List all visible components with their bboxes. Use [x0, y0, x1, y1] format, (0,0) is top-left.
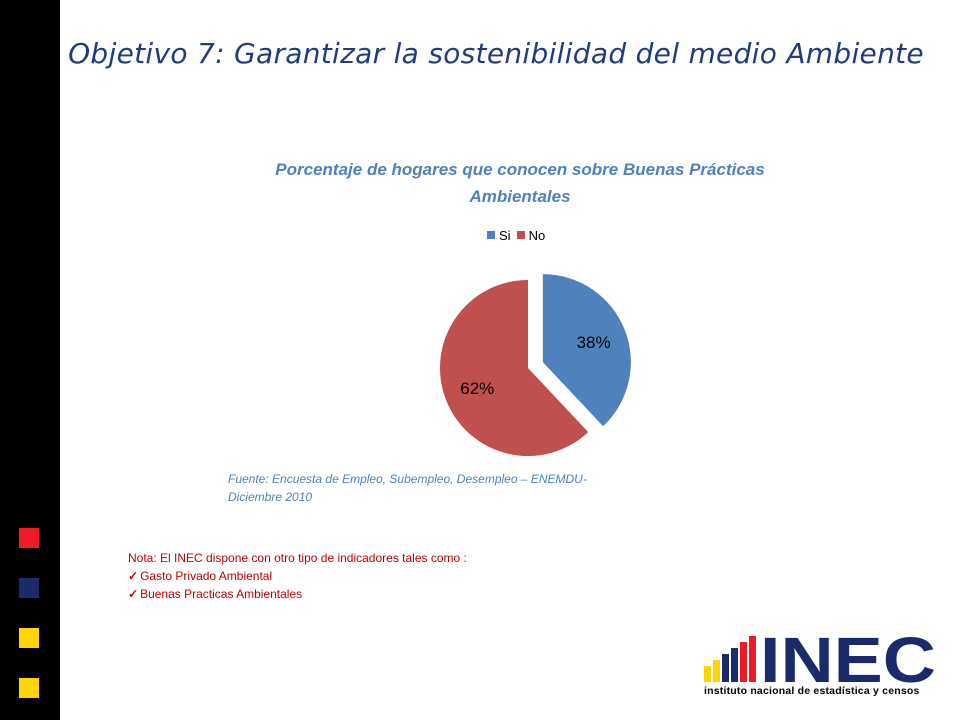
- data-label-no: 62%: [460, 379, 494, 398]
- note-intro: Nota: El INEC dispone con otro tipo de i…: [128, 551, 467, 565]
- slide-title: Objetivo 7: Garantizar la sostenibilidad…: [68, 37, 924, 70]
- inec-logo: INEC: [704, 624, 936, 696]
- chart-legend: Si No: [487, 226, 551, 244]
- note-item: ✓ Buenas Practicas Ambientales: [128, 585, 467, 603]
- logo-wordmark: INEC: [760, 624, 936, 696]
- pie-slice-si: [542, 274, 631, 427]
- legend-item-si: Si: [487, 228, 511, 243]
- source-text: Fuente: Encuesta de Empleo, Subempleo, D…: [228, 472, 587, 504]
- note-block: Nota: El INEC dispone con otro tipo de i…: [128, 549, 467, 603]
- legend-swatch-no: [516, 231, 525, 239]
- legend-swatch-si: [487, 231, 495, 239]
- note-item-label: Buenas Practicas Ambientales: [140, 587, 303, 601]
- checkmark-icon: ✓: [128, 587, 139, 601]
- legend-label-si: Si: [499, 227, 511, 243]
- left-sidebar: [0, 0, 60, 720]
- note-item-label: Gasto Privado Ambiental: [140, 569, 273, 583]
- note-item: ✓ Gasto Privado Ambiental: [128, 567, 467, 585]
- logo-subtitle: instituto nacional de estadística y cens…: [704, 685, 920, 697]
- chart-title: Porcentaje de hogares que conocen sobre …: [275, 160, 765, 206]
- pie-slice-no: [439, 280, 589, 456]
- data-label-si: 38%: [577, 333, 611, 352]
- yellow-square-icon: [19, 628, 39, 648]
- checkmark-icon: ✓: [128, 569, 139, 583]
- legend-item-no: No: [516, 227, 546, 243]
- yellow-square-icon-2: [19, 678, 39, 698]
- red-square-icon: [19, 528, 39, 548]
- legend-label-no: No: [528, 227, 546, 243]
- bar-chart-icon: [704, 636, 756, 682]
- navy-square-icon: [19, 578, 39, 598]
